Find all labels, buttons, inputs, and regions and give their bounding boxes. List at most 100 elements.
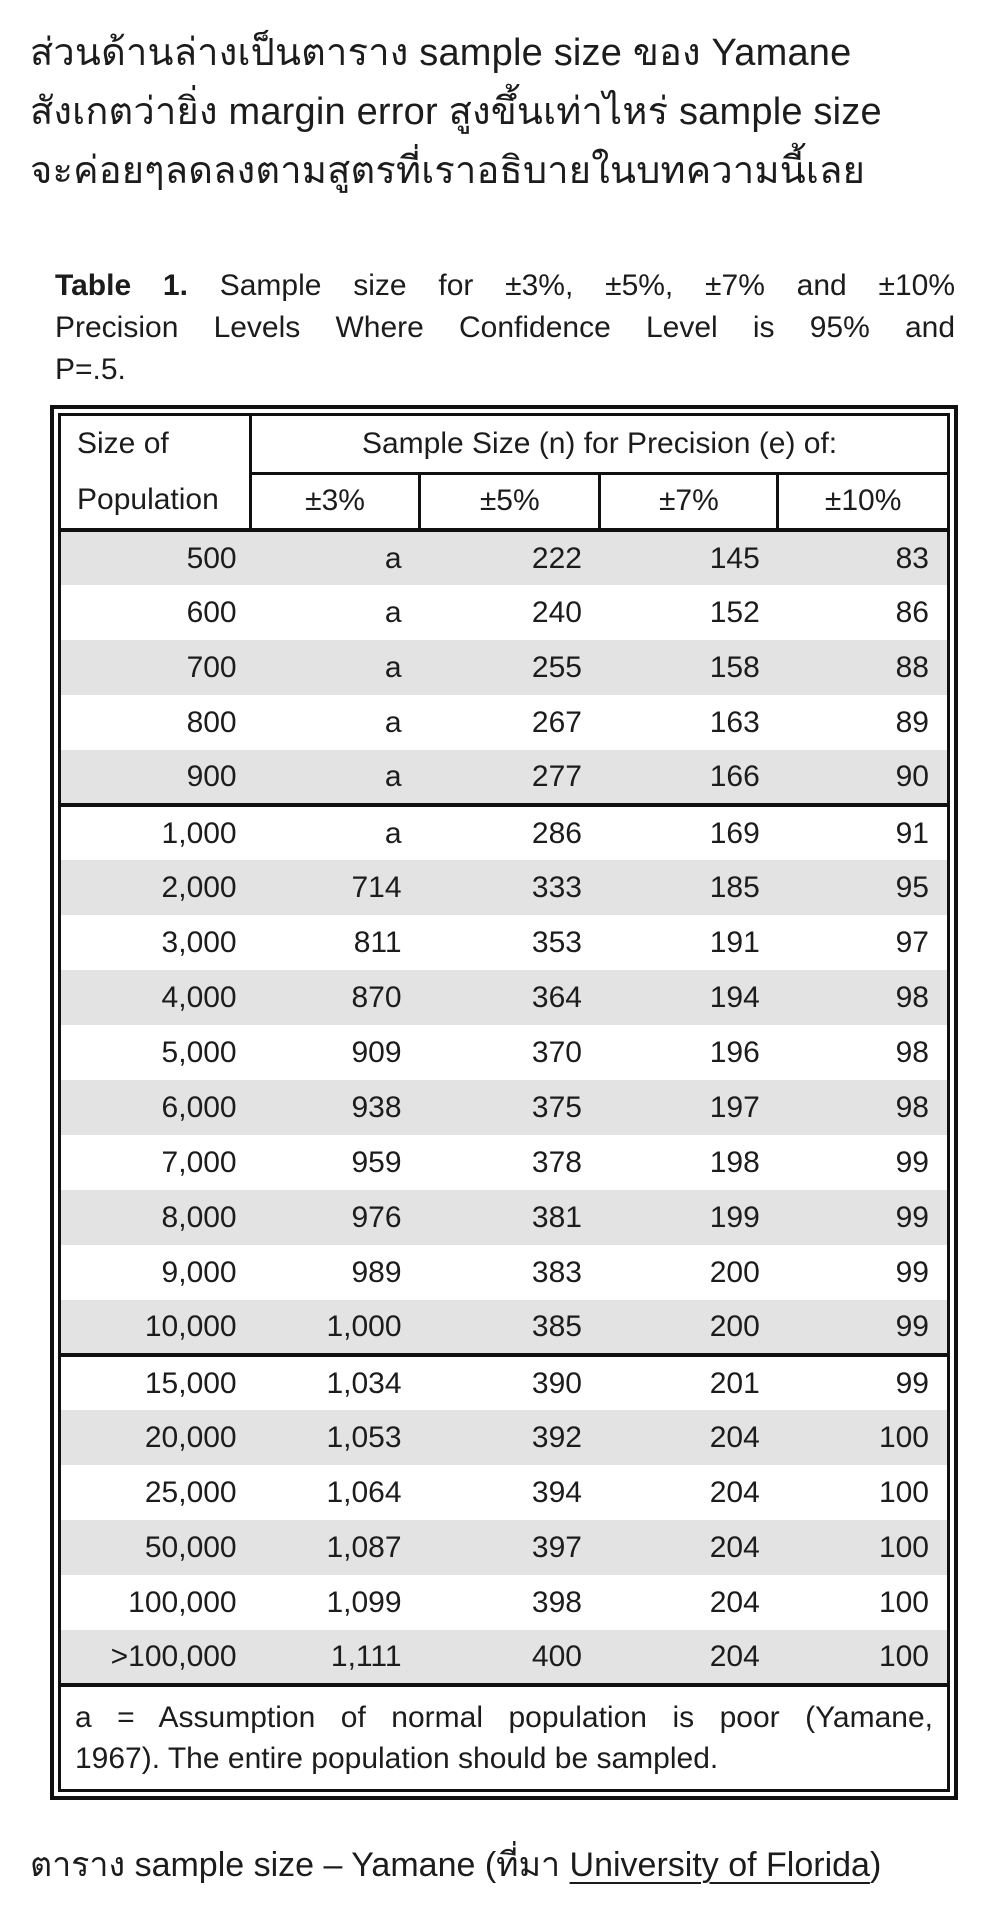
table-title-text: Sample size for ±3%, ±5%, ±7% and ±10%	[219, 269, 955, 302]
table-row: 3,000 811 353 191 97	[60, 915, 949, 970]
intro-line-2: สังเกตว่ายิ่ง margin error สูงขึ้นเท่าไห…	[30, 91, 882, 133]
footnote-line-1: a = Assumption of normal population is p…	[75, 1701, 933, 1734]
value-cell: 204	[709, 1420, 760, 1454]
value-cell: 199	[709, 1200, 760, 1234]
value-cell: 938	[351, 1090, 402, 1124]
value-cell: a	[384, 650, 402, 684]
value-cell: 959	[351, 1145, 402, 1179]
value-cell: 1,053	[326, 1420, 402, 1454]
population-cell: 700	[186, 650, 237, 684]
value-cell: 198	[709, 1145, 760, 1179]
value-cell: 375	[531, 1090, 582, 1124]
value-cell: 1,111	[330, 1639, 402, 1673]
value-cell: 191	[709, 925, 760, 959]
value-cell: 204	[709, 1475, 760, 1509]
value-cell: 163	[709, 705, 760, 739]
table-row: 2,000 714 333 185 95	[59, 860, 949, 915]
table-row: 20,000 1,053 392 204 100	[59, 1410, 949, 1465]
population-cell: 100,000	[128, 1585, 237, 1619]
population-cell: 7,000	[161, 1145, 237, 1179]
value-cell: 158	[709, 650, 760, 684]
value-cell: 333	[531, 870, 582, 904]
value-cell: 98	[895, 1090, 929, 1124]
table-title-line-2: Precision Levels Where Confidence Level …	[55, 311, 955, 344]
value-cell: 240	[531, 595, 582, 629]
value-cell: 381	[531, 1200, 582, 1234]
value-cell: 353	[531, 925, 582, 959]
value-cell: a	[384, 759, 402, 793]
value-cell: 197	[709, 1090, 760, 1124]
value-cell: 1,034	[326, 1366, 402, 1400]
population-cell: >100,000	[110, 1639, 237, 1673]
table-row: 8,000 976 381 199 99	[59, 1190, 949, 1245]
table-row: 500 a 222 145 83	[59, 530, 949, 585]
population-cell: 900	[186, 759, 237, 793]
value-cell: 1,099	[326, 1585, 402, 1619]
header-precision-10: ±10%	[776, 471, 950, 532]
population-cell: 600	[186, 595, 237, 629]
value-cell: 200	[709, 1255, 760, 1289]
table-group-3: 15,000 1,034 390 201 99 20,000 1,053 392 204 100 2…	[59, 1355, 949, 1685]
table-header: Size of Population Sample Size (n) for P…	[57, 413, 950, 532]
value-cell: 145	[709, 541, 760, 575]
value-cell: 100	[878, 1585, 929, 1619]
population-cell: 10,000	[144, 1309, 237, 1343]
value-cell: 99	[895, 1366, 929, 1400]
population-cell: 500	[186, 541, 237, 575]
value-cell: 83	[895, 541, 929, 575]
table-group-2: 1,000 a 286 169 91 2,000 714 333 185 95 3,000 811 35…	[59, 805, 949, 1355]
table-row: 4,000 870 364 194 98	[59, 970, 949, 1025]
population-cell: 3,000	[161, 925, 237, 959]
footnote-cell: a = Assumption of normal population is p…	[59, 1683, 949, 1791]
value-cell: 204	[709, 1530, 760, 1564]
population-cell: 9,000	[161, 1255, 237, 1289]
source-link[interactable]: University of Florida	[569, 1846, 870, 1884]
value-cell: 267	[531, 705, 582, 739]
value-cell: 99	[895, 1145, 929, 1179]
value-cell: 397	[531, 1530, 582, 1564]
population-cell: 4,000	[161, 980, 237, 1014]
value-cell: 98	[895, 1035, 929, 1069]
sample-size-table: Size of Population Sample Size (n) for P…	[57, 413, 950, 1792]
value-cell: 255	[531, 650, 582, 684]
table-border-frame: Size of Population Sample Size (n) for P…	[50, 405, 958, 1800]
value-cell: 200	[709, 1309, 760, 1343]
value-cell: 100	[878, 1475, 929, 1509]
value-cell: 989	[351, 1255, 402, 1289]
value-cell: 714	[351, 870, 402, 904]
population-cell: 50,000	[144, 1530, 237, 1564]
header-precision-7: ±7%	[598, 471, 780, 532]
value-cell: 196	[709, 1035, 760, 1069]
value-cell: 394	[531, 1475, 582, 1509]
value-cell: 1,064	[326, 1475, 402, 1509]
population-cell: 6,000	[161, 1090, 237, 1124]
population-cell: 8,000	[161, 1200, 237, 1234]
intro-line-3: จะค่อยๆลดลงตามสูตรที่เราอธิบายในบทความนี…	[30, 150, 866, 192]
table-row: 50,000 1,087 397 204 100	[59, 1520, 949, 1575]
value-cell: 166	[709, 759, 760, 793]
caption-prefix: ตาราง sample size – Yamane (ที่มา	[30, 1846, 570, 1884]
table-row: 15,000 1,034 390 201 99	[60, 1355, 949, 1410]
population-cell: 800	[186, 705, 237, 739]
population-cell: 2,000	[161, 870, 237, 904]
table-title: Table 1. Sample size for ±3%, ±5%, ±7% a…	[55, 265, 955, 391]
value-cell: 383	[531, 1255, 582, 1289]
table-row: 100,000 1,099 398 204 100	[60, 1575, 949, 1630]
header-precision-5: ±5%	[418, 471, 602, 532]
population-cell: 1,000	[161, 816, 237, 850]
table-title-line-3: P=.5.	[55, 353, 126, 386]
value-cell: 364	[531, 980, 582, 1014]
value-cell: a	[384, 541, 402, 575]
value-cell: 201	[709, 1366, 760, 1400]
value-cell: 100	[878, 1530, 929, 1564]
caption-suffix: )	[869, 1846, 882, 1884]
value-cell: 385	[531, 1309, 582, 1343]
value-cell: 194	[709, 980, 760, 1014]
population-cell: 15,000	[144, 1366, 237, 1400]
value-cell: 86	[895, 595, 929, 629]
intro-line-1: ส่วนด้านล่างเป็นตาราง sample size ของ Ya…	[30, 32, 852, 74]
table-group-1: 500 a 222 145 83 600 a 240 152 86 700 a 255 158 88 800 a…	[59, 530, 949, 805]
value-cell: 1,087	[326, 1530, 402, 1564]
table-row: 700 a 255 158 88	[59, 640, 949, 695]
header-precision-3: ±3%	[249, 471, 422, 532]
